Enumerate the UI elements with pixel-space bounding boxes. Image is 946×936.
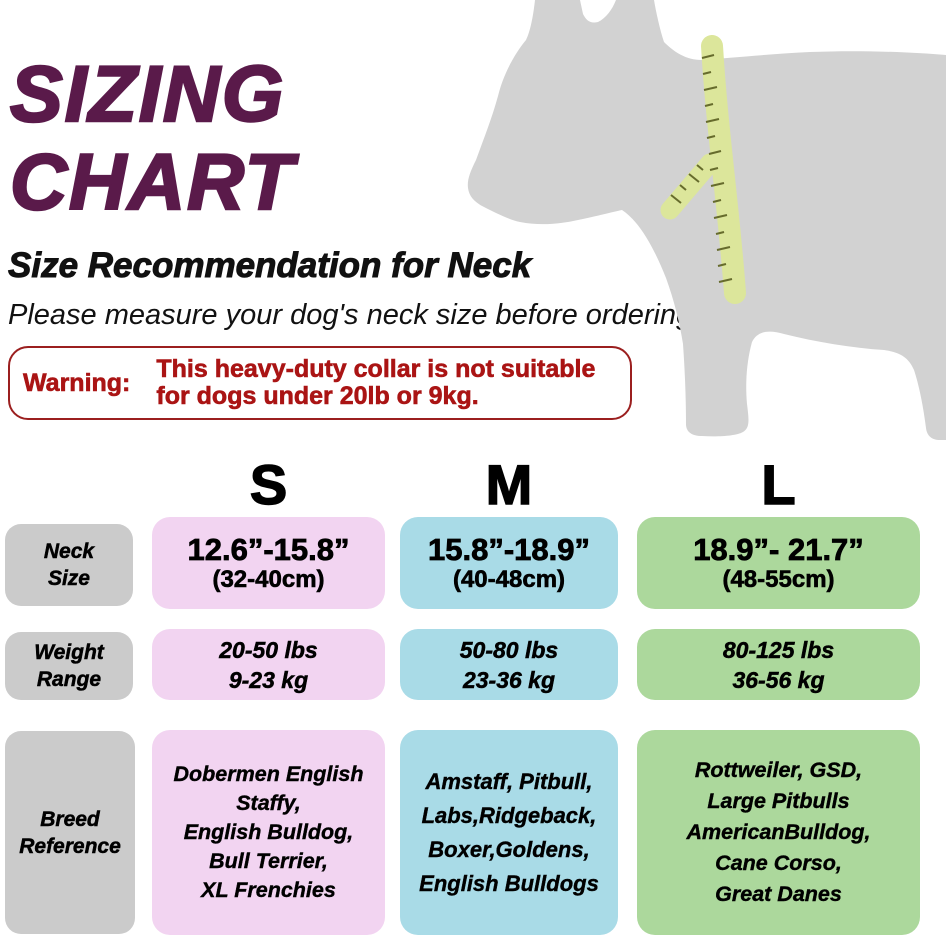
breed-reference-l-value: Rottweiler, GSD, Large Pitbulls American… [686,758,871,906]
warning-box: Warning: This heavy-duty collar is not s… [8,346,632,420]
cell-breed-reference-l: Rottweiler, GSD, Large Pitbulls American… [637,730,920,935]
measuring-tape-icon [660,35,746,304]
neck-size-m-cm: (40-48cm) [452,566,566,593]
weight-range-s-value: 20-50 lbs 9-23 kg [219,636,318,693]
tape-tick-marks [670,54,733,283]
cell-weight-range-l: 80-125 lbs 36-56 kg [637,629,920,700]
row-label-weight-range: Weight Range [5,632,133,700]
column-header-l: L [761,452,797,517]
breed-reference-s-value: Dobermen English Staffy, English Bulldog… [173,762,364,902]
cell-weight-range-m: 50-80 lbs 23-36 kg [400,629,618,700]
warning-label: Warning: [23,368,131,397]
cell-neck-size-s: 12.6”-15.8” (32-40cm) [152,517,385,609]
row-label-neck-size: Neck Size [5,524,133,606]
cell-weight-range-s: 20-50 lbs 9-23 kg [152,629,385,700]
dog-silhouette-icon [467,0,946,440]
cell-breed-reference-m: Amstaff, Pitbull, Labs,Ridgeback, Boxer,… [400,730,618,935]
weight-range-m-value: 50-80 lbs 23-36 kg [459,636,559,693]
column-header-m: M [485,452,533,517]
row-label-breed-reference: Breed Reference [5,731,135,934]
neck-size-s-cm: (32-40cm) [212,566,325,593]
measurement-note: Please measure your dog's neck size befo… [8,299,693,331]
column-header-s: S [249,452,288,517]
warning-text: This heavy-duty collar is not suitable f… [156,355,596,410]
page-title: SIZING CHART [9,48,296,227]
cell-neck-size-m: 15.8”-18.9” (40-48cm) [400,517,618,609]
neck-size-m-inches: 15.8”-18.9” [428,532,591,567]
cell-breed-reference-s: Dobermen English Staffy, English Bulldog… [152,730,385,935]
neck-size-s-inches: 12.6”-15.8” [187,532,350,567]
weight-range-l-value: 80-125 lbs 36-56 kg [722,636,835,693]
neck-size-l-cm: (48-55cm) [722,566,835,593]
breed-reference-m-value: Amstaff, Pitbull, Labs,Ridgeback, Boxer,… [419,768,599,896]
cell-neck-size-l: 18.9”- 21.7” (48-55cm) [637,517,920,609]
subtitle: Size Recommendation for Neck [7,246,532,286]
dog-illustration [467,0,946,440]
neck-size-l-inches: 18.9”- 21.7” [693,532,864,567]
